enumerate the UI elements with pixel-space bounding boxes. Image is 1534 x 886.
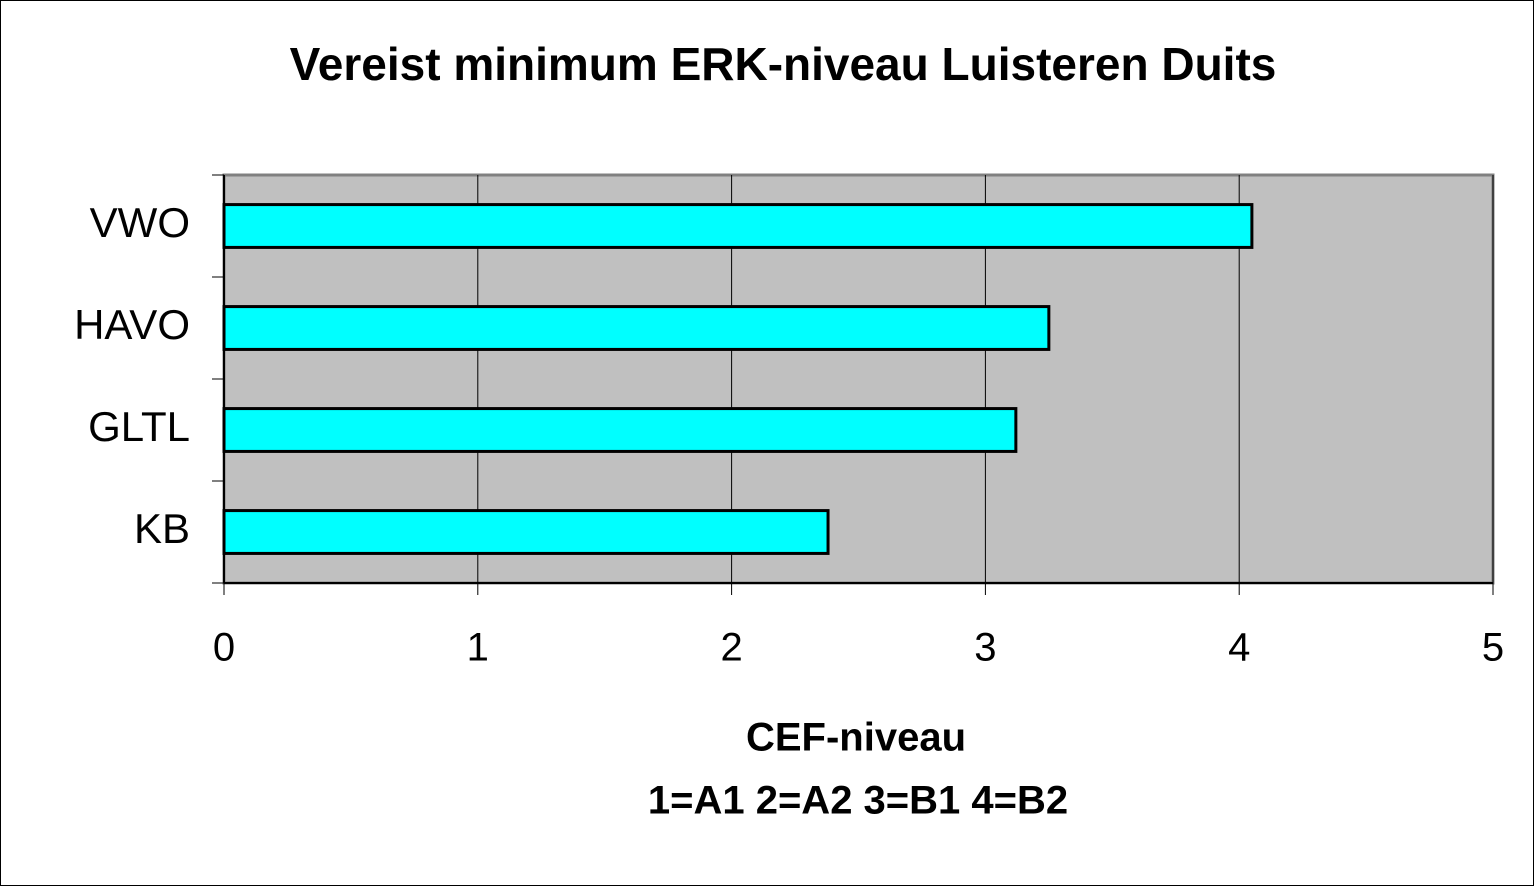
x-axis-label: 1=A1 2=A2 3=B1 4=B2 [648, 779, 1068, 823]
y-tick-label: KB [134, 505, 190, 552]
bar [222, 407, 1018, 453]
bar [222, 305, 1051, 351]
bar [222, 509, 830, 555]
x-tick-label: 5 [1482, 626, 1504, 670]
y-tick-label: HAVO [74, 301, 190, 348]
y-tick-label: VWO [90, 199, 190, 246]
x-tick-label: 3 [974, 626, 996, 670]
bar [222, 203, 1254, 249]
chart-title: Vereist minimum ERK-niveau Luisteren Dui… [290, 38, 1277, 90]
x-tick-label: 0 [213, 626, 235, 670]
x-tick-label: 1 [467, 626, 489, 670]
y-tick-label: GLTL [88, 403, 190, 450]
x-axis-label: CEF-niveau [746, 716, 966, 760]
x-tick-label: 2 [720, 626, 742, 670]
x-tick-label: 4 [1228, 626, 1250, 670]
